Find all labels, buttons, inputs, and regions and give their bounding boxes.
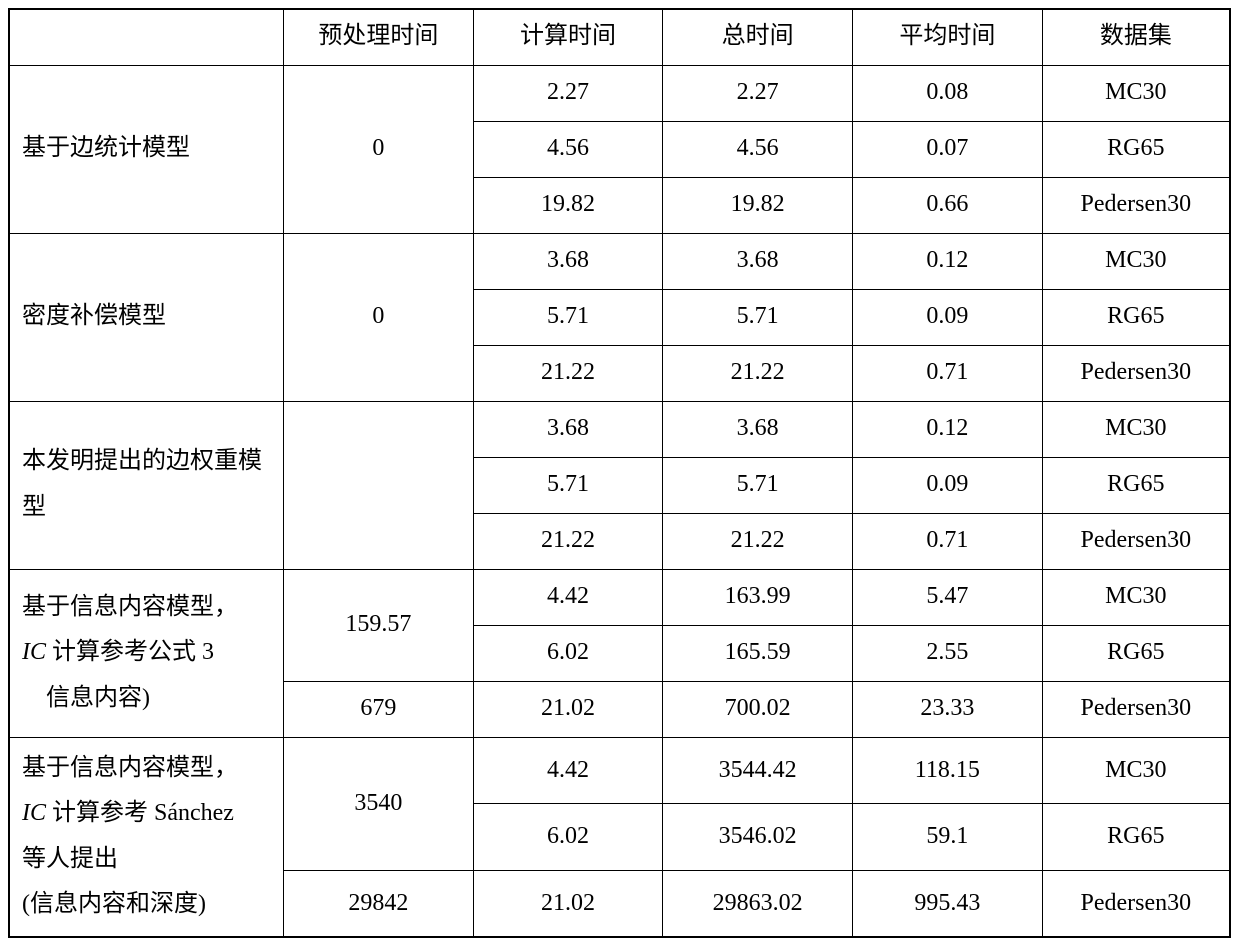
cell-preproc: 29842: [284, 870, 474, 937]
cell-total: 19.82: [663, 177, 853, 233]
col-header-compute: 计算时间: [473, 9, 663, 65]
cell-compute: 4.56: [473, 121, 663, 177]
cell-avg: 2.55: [853, 625, 1043, 681]
cell-compute: 2.27: [473, 65, 663, 121]
label-line: 等人提出: [22, 846, 118, 872]
cell-compute: 3.68: [473, 401, 663, 457]
cell-preproc: 159.57: [284, 569, 474, 681]
cell-avg: 0.66: [853, 177, 1043, 233]
cell-total: 165.59: [663, 625, 853, 681]
cell-total: 3544.42: [663, 737, 853, 804]
cell-total: 5.71: [663, 457, 853, 513]
cell-total: 2.27: [663, 65, 853, 121]
cell-avg: 23.33: [853, 681, 1043, 737]
label-ic-italic: IC: [22, 639, 46, 665]
cell-dataset: Pedersen30: [1042, 870, 1230, 937]
group-label-ic-formula3: 基于信息内容模型， IC 计算参考公式 3 信息内容): [9, 569, 284, 737]
label-line: 基于信息内容模型，: [22, 755, 238, 781]
cell-compute: 21.22: [473, 345, 663, 401]
cell-compute: 19.82: [473, 177, 663, 233]
cell-total: 163.99: [663, 569, 853, 625]
cell-compute: 21.02: [473, 870, 663, 937]
cell-compute: 21.02: [473, 681, 663, 737]
cell-total: 29863.02: [663, 870, 853, 937]
cell-dataset: Pedersen30: [1042, 513, 1230, 569]
cell-preproc: [284, 401, 474, 569]
cell-avg: 59.1: [853, 804, 1043, 871]
cell-total: 3546.02: [663, 804, 853, 871]
cell-dataset: Pedersen30: [1042, 345, 1230, 401]
cell-compute: 6.02: [473, 804, 663, 871]
cell-avg: 118.15: [853, 737, 1043, 804]
cell-preproc: 0: [284, 65, 474, 233]
cell-compute: 5.71: [473, 457, 663, 513]
label-line: (信息内容和深度): [22, 891, 206, 917]
cell-total: 5.71: [663, 289, 853, 345]
cell-preproc: 679: [284, 681, 474, 737]
cell-total: 700.02: [663, 681, 853, 737]
col-header-preproc: 预处理时间: [284, 9, 474, 65]
table-row: 本发明提出的边权重模型 3.68 3.68 0.12 MC30: [9, 401, 1230, 457]
cell-compute: 4.42: [473, 569, 663, 625]
group-label-proposed-edge-weight: 本发明提出的边权重模型: [9, 401, 284, 569]
cell-dataset: MC30: [1042, 233, 1230, 289]
cell-dataset: MC30: [1042, 737, 1230, 804]
cell-total: 4.56: [663, 121, 853, 177]
cell-dataset: MC30: [1042, 65, 1230, 121]
label-line: 信息内容): [22, 685, 150, 711]
cell-total: 21.22: [663, 345, 853, 401]
cell-compute: 21.22: [473, 513, 663, 569]
table-header-row: 预处理时间 计算时间 总时间 平均时间 数据集: [9, 9, 1230, 65]
col-header-model: [9, 9, 284, 65]
cell-total: 3.68: [663, 401, 853, 457]
cell-total: 21.22: [663, 513, 853, 569]
col-header-avg: 平均时间: [853, 9, 1043, 65]
cell-dataset: Pedersen30: [1042, 177, 1230, 233]
group-label-density-comp: 密度补偿模型: [9, 233, 284, 401]
col-header-dataset: 数据集: [1042, 9, 1230, 65]
table-row: 基于边统计模型 0 2.27 2.27 0.08 MC30: [9, 65, 1230, 121]
label-ic-italic: IC: [22, 800, 46, 826]
cell-dataset: RG65: [1042, 804, 1230, 871]
cell-dataset: Pedersen30: [1042, 681, 1230, 737]
cell-avg: 0.71: [853, 345, 1043, 401]
cell-dataset: RG65: [1042, 625, 1230, 681]
table-row: 基于信息内容模型， IC 计算参考 Sánchez 等人提出 (信息内容和深度)…: [9, 737, 1230, 804]
cell-avg: 995.43: [853, 870, 1043, 937]
cell-avg: 0.71: [853, 513, 1043, 569]
cell-dataset: RG65: [1042, 121, 1230, 177]
cell-dataset: MC30: [1042, 401, 1230, 457]
cell-preproc: 0: [284, 233, 474, 401]
cell-avg: 0.09: [853, 457, 1043, 513]
label-line: 基于信息内容模型，: [22, 594, 238, 620]
cell-preproc: 3540: [284, 737, 474, 870]
cell-total: 3.68: [663, 233, 853, 289]
table-row: 密度补偿模型 0 3.68 3.68 0.12 MC30: [9, 233, 1230, 289]
cell-avg: 0.12: [853, 401, 1043, 457]
cell-avg: 0.07: [853, 121, 1043, 177]
label-line: 计算参考 Sánchez: [46, 800, 234, 826]
cell-dataset: MC30: [1042, 569, 1230, 625]
cell-compute: 4.42: [473, 737, 663, 804]
label-line: 计算参考公式 3: [46, 639, 214, 665]
col-header-total: 总时间: [663, 9, 853, 65]
cell-avg: 0.08: [853, 65, 1043, 121]
cell-avg: 0.12: [853, 233, 1043, 289]
cell-compute: 5.71: [473, 289, 663, 345]
cell-dataset: RG65: [1042, 289, 1230, 345]
timing-comparison-table: 预处理时间 计算时间 总时间 平均时间 数据集 基于边统计模型 0 2.27 2…: [8, 8, 1231, 938]
cell-avg: 0.09: [853, 289, 1043, 345]
cell-compute: 6.02: [473, 625, 663, 681]
group-label-edge-stat: 基于边统计模型: [9, 65, 284, 233]
cell-dataset: RG65: [1042, 457, 1230, 513]
table-row: 基于信息内容模型， IC 计算参考公式 3 信息内容) 159.57 4.42 …: [9, 569, 1230, 625]
cell-compute: 3.68: [473, 233, 663, 289]
cell-avg: 5.47: [853, 569, 1043, 625]
